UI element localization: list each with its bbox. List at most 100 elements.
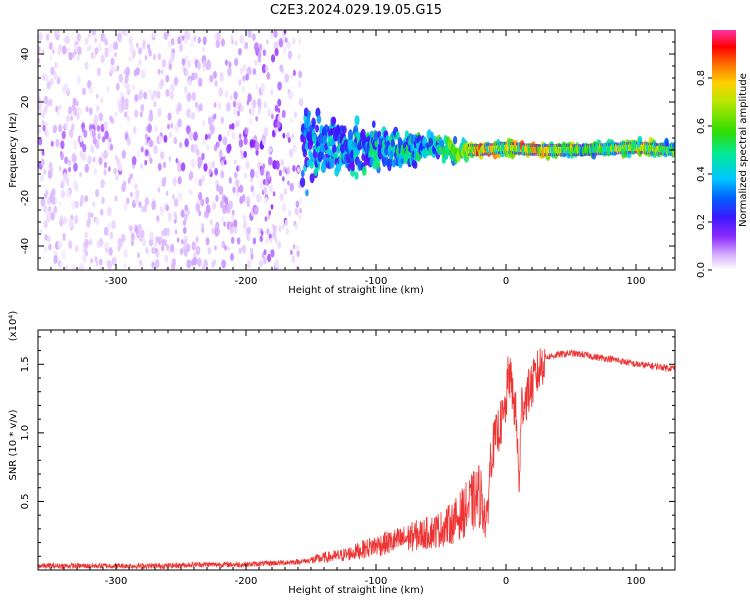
spectrogram-cell [68,128,74,138]
spectrogram-cell [202,120,206,127]
spectrogram-cell [430,131,434,139]
spectrogram-cell [354,115,360,126]
spectrogram-cell [101,136,106,143]
spectrogram-cell [241,86,245,93]
spectrogram-cell [84,163,90,173]
spectrogram-cell [259,180,265,190]
spectrogram-cell [123,202,128,211]
spectrogram-cell [204,133,208,141]
spectrogram-cell [76,54,80,61]
spectrogram-cell [38,137,43,146]
spectrogram-cell [165,74,170,83]
spectrogram-cell [292,164,296,172]
spectrogram-cell [195,202,201,212]
spectrogram-cell [309,173,315,184]
spectrogram-cell [255,149,259,156]
spectrogram-cell [124,111,128,118]
spectrogram-cell [165,227,171,236]
spectrogram-cell [95,188,100,198]
spectrogram-cell [44,129,49,138]
spectrogram-cell [136,252,140,259]
spectrogram-cell [183,249,188,257]
snr-panel: -300 -200 -100 0 100 0.5 1.0 1.5 Height of str… [8,311,676,596]
spectrogram-cell [45,208,49,214]
x-tick-label: -200 [235,576,258,587]
spectrogram-cell [286,41,291,50]
spectrogram-cell [260,82,266,93]
spectrogram-cell [271,113,274,120]
spectrogram-cell [220,38,225,47]
x-tick-label: 0 [503,276,509,287]
spectrogram-cell [198,210,202,217]
spectrogram-cell [152,30,157,38]
spectrogram-cell [224,196,229,205]
spectrogram-cell [274,238,278,244]
spectrogram-cell [280,67,284,74]
spectrogram-cell [157,187,161,193]
spectrogram-cell [208,168,212,175]
spectrogram-cell [49,54,53,61]
spectrogram-cell [187,78,192,87]
spectrogram-cell [257,55,262,63]
spectrogram-cell [184,213,188,221]
spectrogram-cell [193,35,197,42]
spectrogram-cell [230,236,235,244]
spectrogram-cell [291,90,295,97]
spectrogram-cell [287,136,291,143]
spectrogram-cell [144,54,148,61]
spectrogram-cell [72,97,77,106]
spectrogram-cell [257,98,262,107]
spectrogram-cell [71,200,76,210]
spectrogram-cell [41,73,46,81]
spectrogram-cell [72,140,78,150]
spectrogram-cell [104,48,109,58]
spectrogram-cell [139,259,143,267]
spectrogram-cell [254,59,258,66]
spectrogram-cell [263,186,268,194]
spectrogram-core [548,147,551,153]
spectrogram-cell [277,241,282,249]
spectrogram-cell [74,245,79,253]
spectrogram-cell [144,159,148,166]
spectrogram-cell [190,39,195,48]
spectrogram-cell [238,133,242,140]
spectrogram-cell [198,192,203,201]
spectrogram-cell [277,107,281,114]
spectrogram-cell [138,59,142,67]
spectrogram-cell [167,123,170,130]
spectrogram-cell [143,204,148,213]
spectrogram-cell [114,52,117,58]
spectrogram-cell [147,152,152,160]
spectrogram-cell [99,258,103,266]
spectrogram-cell [237,165,241,171]
spectrogram-cell [231,132,236,140]
spectrogram-cell [184,54,189,62]
y-tick-label: 40 [20,48,31,61]
spectrogram-cell [226,144,231,154]
spectrogram-cell [282,132,286,139]
spectrogram-cell [85,106,89,113]
spectrogram-cell [58,200,62,207]
spectrogram-cell [239,34,245,45]
spectrogram-cell [153,100,157,108]
spectrogram-cell [156,215,160,221]
spectrogram-cell [235,120,239,128]
spectrogram-cell [236,110,240,117]
spectrogram-cell [66,188,71,198]
spectrogram-cell [282,176,285,182]
spectrogram-cell [94,256,98,263]
spectrogram-cell [90,258,93,264]
spectrogram-cell [159,236,163,242]
spectrogram-cell [114,66,118,73]
spectrogram-cell [159,78,165,88]
x-tick-label: -100 [365,276,388,287]
spectrogram-cell [228,200,233,210]
spectrogram-cell [247,93,252,103]
spectrogram-cell [157,107,162,117]
spectrogram-cell [38,127,42,134]
spectrogram-cell [216,227,220,236]
spectrogram-cell [171,194,175,200]
spectrogram-cell [196,61,201,70]
spectrogram-cell [43,104,48,113]
spectrogram-cell [228,177,232,184]
